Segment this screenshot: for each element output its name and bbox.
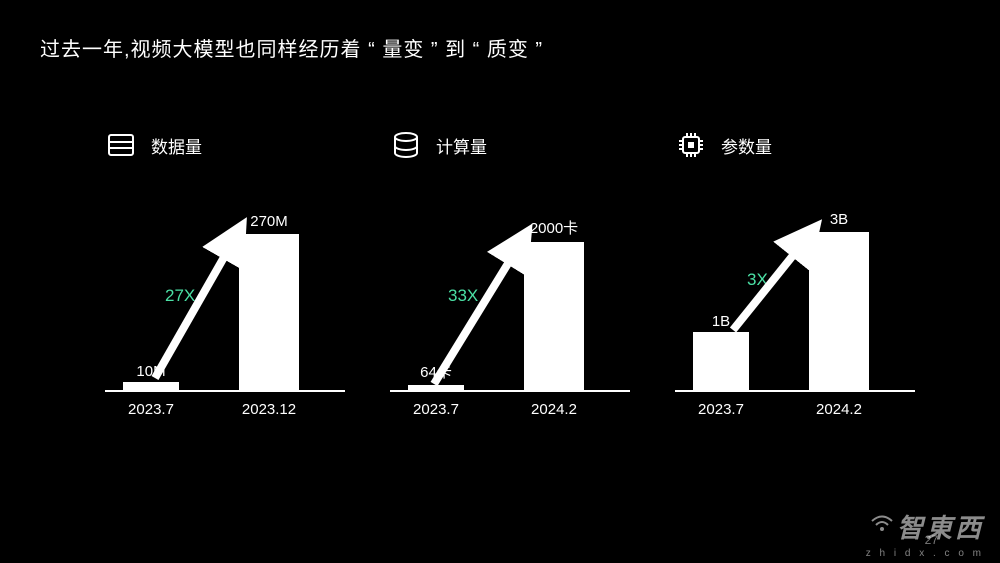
- chart-data-volume: 数据量 10M 2023.7 270M 2023.12 27X: [105, 130, 345, 418]
- charts-row: 数据量 10M 2023.7 270M 2023.12 27X: [105, 130, 915, 418]
- xlabel-1: 2023.12: [242, 401, 296, 418]
- chart-header: 数据量: [105, 130, 345, 160]
- xlabel-0: 2023.7: [698, 401, 744, 418]
- database-icon: [392, 131, 420, 159]
- chart-body: 64卡 2023.7 2000卡 2024.2 33X: [390, 178, 630, 418]
- multiplier: 33X: [448, 286, 478, 306]
- x-axis: [675, 390, 915, 392]
- x-axis: [390, 390, 630, 392]
- chart-params: 参数量 1B 2023.7 3B 2024.2 3X: [675, 130, 915, 418]
- multiplier: 27X: [165, 286, 195, 306]
- watermark-sub: z h i d x . c o m: [866, 548, 984, 559]
- slide-title: 过去一年,视频大模型也同样经历着 “ 量变 ” 到 “ 质变 ”: [40, 33, 543, 62]
- chart-compute: 计算量 64卡 2023.7 2000卡 2024.2 33X: [390, 130, 630, 418]
- bar-label-0: 10M: [136, 363, 165, 380]
- bar-1: [809, 232, 869, 390]
- multiplier: 3X: [747, 270, 768, 290]
- chart-label: 数据量: [151, 133, 202, 158]
- bar-1: [239, 234, 299, 390]
- wifi-icon: [871, 509, 893, 527]
- list-icon: [107, 131, 135, 159]
- bar-label-0: 1B: [712, 313, 730, 330]
- bar-label-1: 2000卡: [530, 217, 578, 238]
- chart-body: 1B 2023.7 3B 2024.2 3X: [675, 178, 915, 418]
- chart-label: 计算量: [436, 133, 487, 158]
- arrow-icon: [390, 178, 630, 418]
- bar-1: [524, 242, 584, 390]
- chart-label: 参数量: [721, 133, 772, 158]
- watermark-text: 智東西: [897, 513, 984, 543]
- chip-icon: [677, 131, 705, 159]
- chart-header: 参数量: [675, 130, 915, 160]
- xlabel-1: 2024.2: [531, 401, 577, 418]
- x-axis: [105, 390, 345, 392]
- bar-0: [693, 332, 749, 390]
- watermark: 智東西: [871, 508, 984, 545]
- bar-label-0: 64卡: [420, 361, 452, 382]
- xlabel-0: 2023.7: [128, 401, 174, 418]
- bar-label-1: 3B: [830, 211, 848, 228]
- bar-label-1: 270M: [250, 213, 288, 230]
- chart-header: 计算量: [390, 130, 630, 160]
- bar-0: [408, 385, 464, 390]
- slide: 过去一年,视频大模型也同样经历着 “ 量变 ” 到 “ 质变 ” 数据量 10M…: [0, 0, 1000, 563]
- xlabel-0: 2023.7: [413, 401, 459, 418]
- xlabel-1: 2024.2: [816, 401, 862, 418]
- bar-0: [123, 382, 179, 390]
- chart-body: 10M 2023.7 270M 2023.12 27X: [105, 178, 345, 418]
